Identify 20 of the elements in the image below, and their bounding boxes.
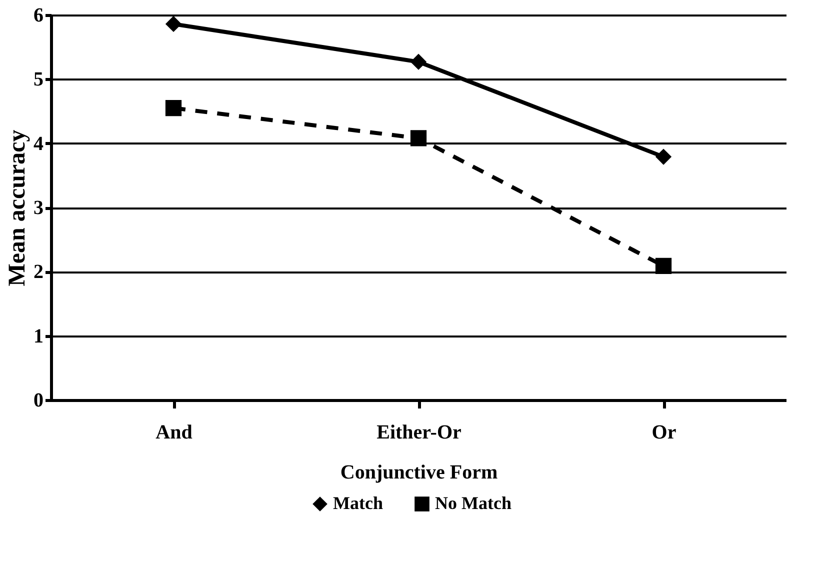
y-axis-title: Mean accuracy xyxy=(4,130,30,286)
y-tick-label: 0 xyxy=(34,390,44,412)
x-tick-label: Or xyxy=(652,422,676,444)
y-tick-label: 1 xyxy=(34,325,44,348)
point xyxy=(410,130,427,146)
point xyxy=(655,148,672,165)
y-tick-label: 5 xyxy=(34,68,44,91)
y-tick-label: 3 xyxy=(34,197,44,219)
point xyxy=(655,258,672,274)
point xyxy=(165,16,182,32)
point xyxy=(410,54,427,70)
x-axis-title: Conjunctive Form xyxy=(340,462,498,484)
legend-label: No Match xyxy=(435,493,512,513)
y-tick-label: 6 xyxy=(34,4,44,26)
legend-label: Match xyxy=(333,493,383,513)
x-tick-label: Either-Or xyxy=(376,422,462,444)
y-tick-label: 2 xyxy=(34,261,44,284)
y-tick-label: 4 xyxy=(34,132,44,155)
point xyxy=(165,100,182,116)
x-tick-label: And xyxy=(156,422,192,444)
